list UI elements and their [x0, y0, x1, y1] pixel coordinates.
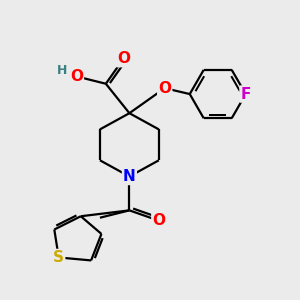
- Text: O: O: [70, 69, 83, 84]
- Text: N: N: [123, 169, 136, 184]
- Text: F: F: [241, 87, 251, 102]
- Text: O: O: [117, 51, 130, 66]
- Text: S: S: [53, 250, 64, 265]
- Text: O: O: [158, 81, 171, 96]
- Text: O: O: [152, 213, 165, 228]
- Text: H: H: [56, 64, 67, 77]
